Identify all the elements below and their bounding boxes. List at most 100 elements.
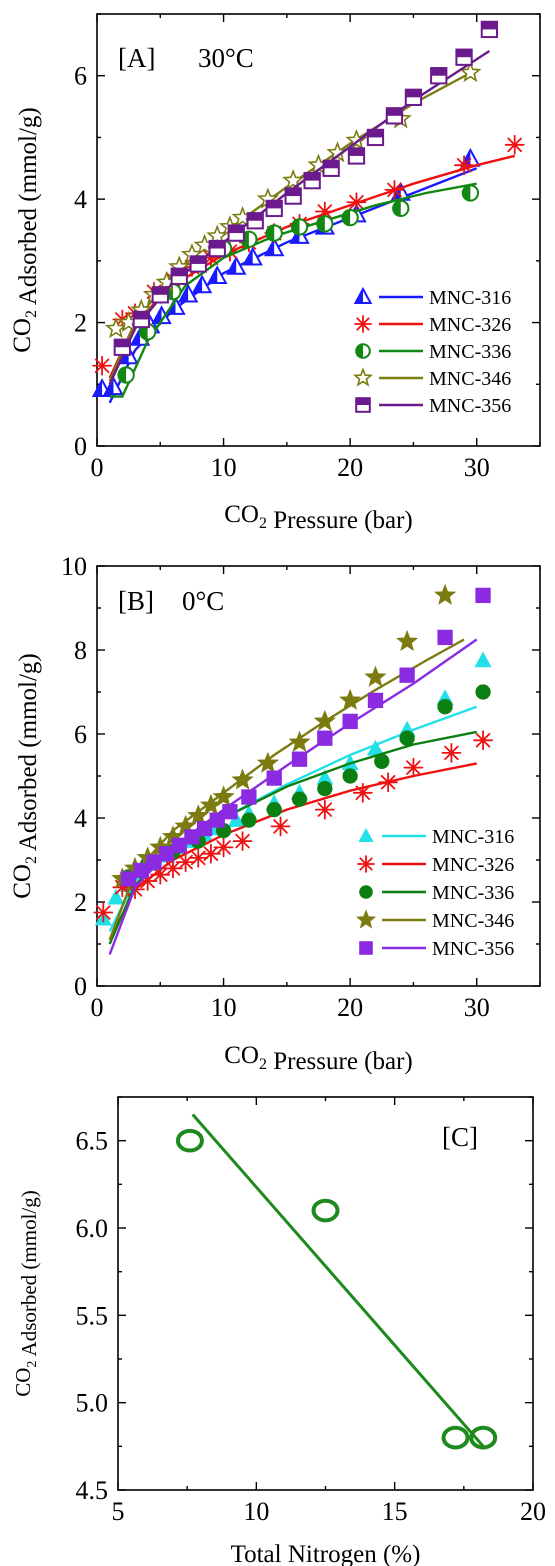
data-point: [342, 768, 358, 784]
series-mnc-356: [108, 587, 491, 955]
legend-label: MNC-346: [432, 910, 514, 932]
y-axis-label: CO2 Adsorbed (mmol/g): [9, 107, 42, 353]
legend-item: MNC-346: [352, 367, 511, 390]
legend-label: MNC-316: [432, 826, 514, 848]
data-point: [170, 267, 188, 285]
y-tick-label: 0: [74, 972, 87, 1001]
data-point: [441, 1425, 470, 1450]
data-point: [385, 107, 404, 125]
legend-marker: [355, 397, 371, 413]
data-point: [364, 665, 387, 687]
data-point: [132, 310, 150, 329]
data-point: [242, 246, 263, 266]
series-mnc-356: [108, 20, 499, 385]
data-point: [201, 843, 221, 864]
data-point: [430, 67, 448, 85]
temperature-label: 30°C: [198, 43, 254, 73]
x-tick-label: 20: [337, 993, 363, 1022]
data-point: [384, 179, 405, 200]
data-point: [378, 772, 399, 793]
x-tick-label: 30: [464, 993, 490, 1022]
y-axis-label: CO2 Adsorbed (mmol/g): [9, 653, 42, 899]
y-tick-label: 4.5: [76, 1476, 109, 1505]
data-point: [146, 854, 162, 870]
legend-item: MNC-316: [353, 286, 511, 309]
data-point: [441, 743, 462, 763]
legend-item: MNC-336: [355, 341, 511, 363]
data-point: [93, 902, 114, 923]
data-point: [117, 366, 135, 384]
data-point: [282, 168, 305, 191]
legend-marker: [352, 367, 374, 387]
legend-label: MNC-326: [429, 314, 511, 336]
data-point: [346, 192, 367, 213]
y-tick-label: 10: [61, 552, 87, 581]
data-point: [480, 20, 499, 39]
x-tick-label: 5: [112, 1497, 125, 1526]
legend-marker: [359, 885, 373, 899]
data-point: [317, 730, 333, 746]
x-tick-label: 10: [211, 453, 237, 482]
y-tick-label: 2: [74, 309, 87, 338]
data-point: [151, 286, 169, 304]
panel-label: [B]: [118, 586, 154, 616]
legend-item: MNC-326: [357, 854, 514, 876]
data-point: [313, 709, 336, 731]
data-point: [473, 730, 493, 751]
data-point: [433, 583, 457, 605]
data-point: [311, 1198, 340, 1223]
data-point: [222, 804, 238, 820]
data-point: [196, 820, 213, 837]
data-point: [175, 1128, 204, 1153]
legend-marker: [355, 909, 377, 929]
panel-a: 0 10 20 30 0 2 4 6 CO2 Pressure (bar) CO2 Adsorbe…: [9, 13, 541, 534]
data-point: [366, 739, 385, 756]
fit-line: [191, 1113, 485, 1448]
data-point: [404, 88, 423, 106]
data-point: [231, 768, 254, 790]
x-axis-label: CO2 Pressure (bar): [224, 501, 413, 534]
legend-marker: [357, 855, 375, 873]
y-tick-label: 6: [74, 62, 87, 91]
data-point: [227, 224, 245, 242]
y-tick-label: 8: [74, 636, 87, 665]
data-point: [314, 799, 335, 820]
y-tick-label: 4: [74, 185, 87, 214]
legend-label: MNC-326: [432, 854, 514, 876]
panel-label: [A]: [118, 43, 155, 73]
data-point: [475, 587, 491, 604]
data-point: [212, 785, 235, 807]
data-point: [461, 184, 480, 202]
data-point: [199, 793, 223, 815]
data-point: [437, 699, 453, 715]
data-point: [403, 757, 424, 778]
data-point: [469, 1425, 498, 1450]
legend-marker: [354, 315, 372, 333]
data-point: [288, 730, 311, 752]
data-point: [184, 829, 200, 845]
panel-b: 0 10 20 30 0 2 4 6 8 10 CO2 Pressure (bar) CO2 Adso…: [9, 552, 541, 1075]
data-point: [367, 692, 384, 709]
data-point: [341, 209, 359, 227]
data-point: [188, 848, 209, 868]
y-axis-label: CO2 Adsorbed (mmol/g): [11, 1190, 41, 1397]
data-point: [339, 688, 362, 710]
data-point: [352, 782, 373, 803]
data-point: [133, 862, 149, 879]
data-point: [474, 651, 492, 668]
x-tick-label: 30: [464, 453, 490, 482]
temperature-label: 0°C: [182, 586, 224, 616]
data-point: [437, 629, 453, 646]
legend-marker: [353, 286, 373, 304]
data-point: [475, 684, 491, 700]
data-point: [265, 224, 283, 242]
data-point: [232, 831, 253, 851]
x-tick-label: 20: [337, 453, 363, 482]
data-point: [342, 713, 358, 730]
panel-c: 5 10 15 20 4.5 5.0 5.5 6.0 6.5 Total Nitrogen (%)…: [11, 1096, 546, 1566]
data-point: [459, 60, 482, 83]
data-point: [241, 812, 257, 828]
data-point: [270, 816, 291, 837]
data-point: [177, 283, 199, 303]
